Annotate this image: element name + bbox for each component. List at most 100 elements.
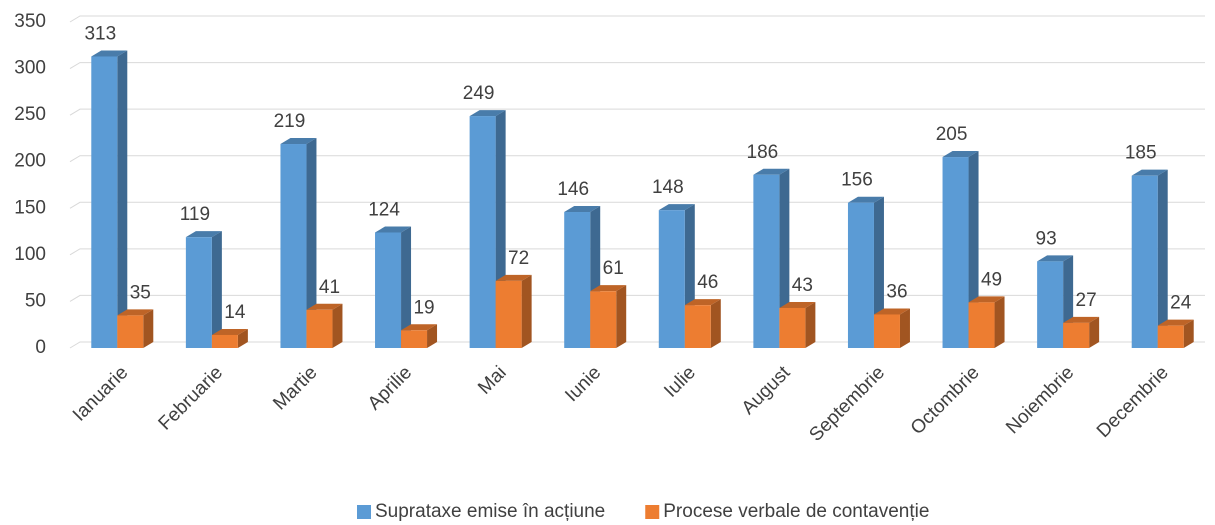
bar	[280, 144, 307, 348]
bar-side	[1183, 319, 1194, 348]
bar	[117, 315, 144, 348]
bar	[968, 302, 995, 348]
data-label: 186	[747, 142, 779, 163]
data-label: 146	[557, 179, 589, 200]
bar	[1157, 325, 1184, 348]
bar	[847, 202, 874, 348]
bar	[91, 56, 118, 348]
bar-side	[427, 324, 438, 348]
bar-side	[1157, 169, 1168, 348]
bar-top	[779, 301, 816, 308]
legend-label: Suprataxe emise în acțiune	[375, 501, 605, 522]
data-label: 35	[130, 282, 151, 303]
legend-swatch	[645, 505, 660, 519]
bar-top	[873, 308, 910, 315]
bar	[658, 210, 685, 348]
bar-top	[564, 206, 601, 213]
data-label: 205	[936, 124, 968, 145]
grid-line	[69, 155, 1205, 163]
bar-side	[143, 309, 154, 348]
bar	[495, 280, 522, 348]
x-tick-label: Octombrie	[907, 362, 984, 439]
bar-top	[117, 309, 154, 316]
bar-side	[117, 50, 128, 348]
grid-line	[69, 294, 1205, 302]
bar-top	[469, 110, 506, 117]
y-tick-label: 100	[14, 244, 46, 265]
bar	[185, 237, 212, 348]
data-label: 46	[697, 272, 718, 293]
x-tick-label: Iulie	[660, 362, 699, 401]
data-label: 93	[1036, 228, 1057, 249]
bar-top	[684, 299, 721, 306]
data-label: 19	[413, 297, 434, 318]
bar-top	[306, 303, 343, 310]
bar	[779, 307, 806, 348]
x-tick-label: Aprilie	[364, 362, 416, 414]
bar-side	[805, 301, 816, 348]
grid-line	[69, 15, 1205, 23]
bar	[1037, 261, 1064, 348]
bar-side	[211, 231, 222, 348]
data-label: 313	[84, 23, 116, 44]
data-label: 119	[180, 204, 210, 225]
bar	[942, 157, 969, 348]
bar-top	[185, 231, 222, 238]
bar-top	[942, 151, 979, 158]
bar-top	[753, 168, 790, 175]
data-label: 14	[224, 302, 246, 323]
x-tick-label: Iunie	[561, 362, 605, 406]
bar-top	[280, 138, 317, 145]
x-tick-label: Septembrie	[805, 362, 889, 446]
grid-line	[69, 108, 1205, 116]
bar-side	[779, 168, 790, 348]
bar-top	[495, 274, 532, 281]
bar-top	[968, 296, 1005, 303]
data-label: 72	[508, 248, 529, 269]
y-tick-label: 150	[14, 197, 46, 218]
bar-side	[1089, 316, 1100, 348]
bar-top	[375, 226, 412, 233]
x-tick-label: August	[738, 362, 795, 419]
data-label: 43	[792, 275, 813, 296]
bar	[684, 305, 711, 348]
bar-side	[401, 226, 412, 348]
bar	[211, 334, 238, 348]
bar-side	[306, 138, 317, 348]
x-tick-label: Mai	[474, 362, 511, 399]
data-label: 124	[368, 200, 400, 221]
bar	[375, 232, 402, 348]
bar-top	[401, 324, 438, 331]
grid-line	[69, 62, 1205, 70]
bar	[1131, 175, 1158, 348]
y-tick-label: 0	[35, 337, 46, 358]
x-tick-label: Noiembrie	[1002, 362, 1078, 438]
data-label: 219	[274, 111, 306, 132]
grid-line	[69, 248, 1205, 256]
bar-top	[211, 328, 248, 335]
data-label: 156	[841, 170, 873, 191]
data-label: 185	[1125, 143, 1157, 164]
legend-swatch	[357, 505, 371, 519]
data-label: 61	[603, 258, 624, 279]
bar-side	[237, 328, 248, 348]
x-tick-label: Ianuarie	[69, 362, 132, 425]
y-tick-label: 200	[14, 151, 46, 172]
data-label: 24	[1170, 293, 1192, 314]
y-tick-label: 350	[14, 11, 46, 32]
bar	[469, 116, 496, 349]
x-tick-label: Februarie	[155, 362, 227, 434]
grid-line	[69, 341, 1205, 349]
data-label: 41	[319, 277, 340, 298]
bar-side	[616, 285, 627, 348]
legend-label: Procese verbale de contavenție	[663, 501, 929, 522]
data-label: 49	[981, 269, 1002, 290]
bar	[873, 314, 900, 348]
data-label: 249	[463, 83, 495, 104]
bar-top	[1063, 316, 1100, 323]
bar	[590, 291, 617, 348]
x-tick-label: Martie	[269, 362, 321, 414]
y-tick-label: 300	[14, 58, 46, 79]
bar-top	[91, 50, 128, 57]
